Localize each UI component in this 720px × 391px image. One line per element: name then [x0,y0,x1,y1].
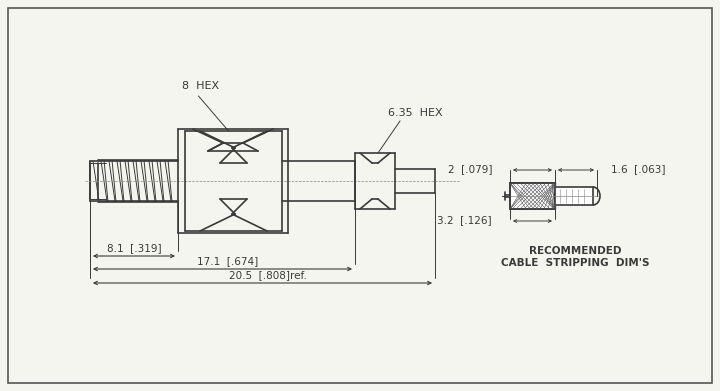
Text: 20.5  [.808]ref.: 20.5 [.808]ref. [228,270,307,280]
Bar [510,183,555,209]
Text: 6.35  HEX: 6.35 HEX [387,108,442,118]
Text: 17.1  [.674]: 17.1 [.674] [197,256,258,266]
Text: CABLE  STRIPPING  DIM'S: CABLE STRIPPING DIM'S [500,258,649,268]
Text: RECOMMENDED: RECOMMENDED [528,246,621,256]
Text: 3.2  [.126]: 3.2 [.126] [437,215,492,225]
Text: 1.6  [.063]: 1.6 [.063] [611,164,665,174]
Text: 8  HEX: 8 HEX [182,81,219,91]
Bar [510,183,555,209]
Text: 8.1  [.319]: 8.1 [.319] [107,243,161,253]
Bar [555,187,593,205]
Text: 2  [.079]: 2 [.079] [448,164,492,174]
